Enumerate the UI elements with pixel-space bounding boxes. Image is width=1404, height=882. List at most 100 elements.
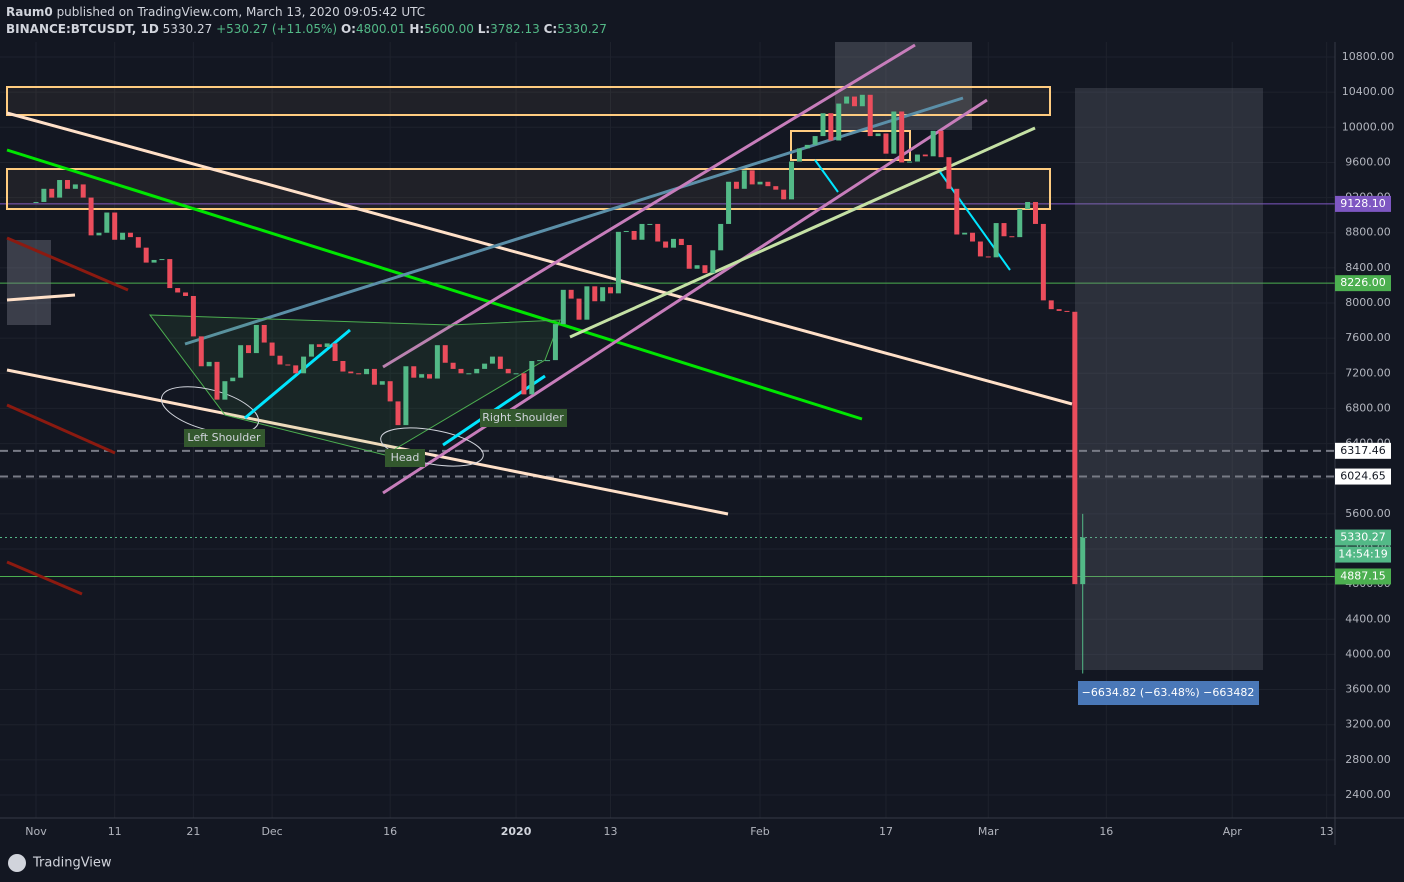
candle [962,232,968,235]
candle [1032,201,1038,224]
candle [970,232,976,242]
candle [387,381,393,402]
candle [395,401,401,426]
countdown-box [1335,546,1391,563]
candle [442,345,448,363]
candle [710,250,716,274]
close: 5330.27 [557,22,607,36]
candle [1072,311,1078,585]
trendline [569,126,1036,339]
candle [828,113,834,141]
trendline [6,148,863,421]
x-tick-label: 2020 [501,825,532,838]
candle [639,223,645,240]
candle [1001,223,1007,237]
price-label: 9128.10 [1340,197,1386,210]
candle [505,368,511,374]
candle [954,188,960,235]
candle [529,360,535,395]
candle [285,364,291,366]
price-label-box [1335,468,1391,485]
candle [726,181,732,224]
y-tick-label: 9600.00 [1345,155,1391,168]
candle [293,365,299,374]
candle [1048,300,1054,310]
trendline [184,96,964,346]
candle [301,356,307,374]
x-tick-label: Dec [261,825,282,838]
open: 4800.01 [355,22,406,36]
trendline [6,236,129,292]
candle [545,360,551,362]
price-label-box [1335,568,1391,585]
candle [647,223,653,225]
zone [790,130,911,161]
price-label-box [1335,275,1391,292]
candle [560,289,566,325]
candle [859,94,865,107]
candle [434,345,440,379]
candle [324,343,330,347]
candle [371,368,377,385]
candle [96,232,102,236]
publish-line: Raum0 published on TradingView.com, Marc… [6,4,607,21]
h-label: H: [409,22,425,36]
y-tick-label: 7200.00 [1345,366,1391,379]
candle [72,184,78,189]
candle [356,373,362,375]
candle [867,94,873,137]
candle [238,345,244,378]
candle [151,259,157,263]
candle [537,360,543,362]
candle [348,371,354,374]
annotation: Right Shoulder [482,411,564,424]
candle [985,256,991,258]
candle [883,133,889,154]
candle [623,230,629,232]
candle [143,247,149,263]
candle [694,265,700,269]
candle [836,103,842,141]
price-label-box [1335,195,1391,212]
price-label: 6024.65 [1340,470,1386,483]
candle [796,148,802,162]
measure-label-box [1078,681,1259,705]
annotation: Left Shoulder [187,431,261,444]
candle [765,181,771,187]
x-tick-label: 17 [879,825,893,838]
price-label: 5330.27 [1340,531,1386,544]
arrow [244,328,351,420]
candle [41,188,47,202]
candle [167,259,173,289]
candle [49,188,55,198]
candles [33,94,1086,674]
candle [789,161,795,200]
candle [686,245,692,269]
candle [922,154,928,157]
trendline [6,560,83,596]
c-label: C: [543,22,558,36]
candle [718,223,724,251]
price-label-box [1335,442,1391,459]
label-box [385,449,425,467]
candle [245,345,251,354]
x-tick-label: Feb [750,825,769,838]
trendline [6,293,76,302]
candle [411,366,417,378]
high: 5600.00 [424,22,474,36]
low: 3782.13 [490,22,540,36]
candle [844,96,850,104]
y-tick-label: 4000.00 [1345,647,1391,660]
candle [655,223,661,242]
candle [127,232,133,238]
candle [568,289,574,299]
candle [733,181,739,189]
candle [466,373,472,375]
price-label: 4887.15 [1340,569,1386,582]
candle [198,336,204,367]
candle [1009,236,1015,238]
price-label: 6317.46 [1340,444,1386,457]
candle [269,342,275,356]
axes: 2400.00 2800.00 3200.00 3600.00 4000.00 4400.… [25,50,1394,838]
y-tick-label: 8400.00 [1345,261,1391,274]
